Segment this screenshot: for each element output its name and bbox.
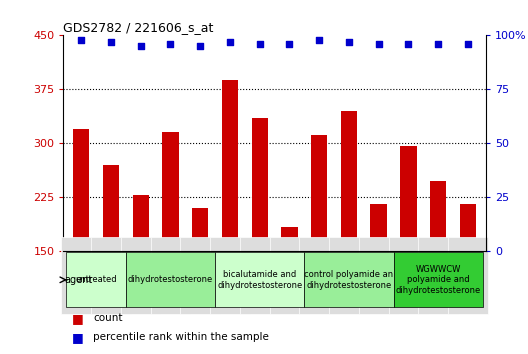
Text: GSM187372: GSM187372 [166,252,175,299]
Bar [67,252,126,307]
Bar [304,252,393,307]
Text: GSM187373: GSM187373 [196,252,205,299]
Bar [133,195,149,251]
Bar [311,135,327,251]
Point [256,41,264,47]
Bar [162,132,178,251]
Text: ■: ■ [72,331,83,344]
Text: GSM187371: GSM187371 [136,252,145,299]
Text: GSM187381: GSM187381 [433,252,442,298]
Bar [222,80,238,251]
Bar [192,208,209,251]
Text: WGWWCW
polyamide and
dihydrotestosterone: WGWWCW polyamide and dihydrotestosterone [395,265,481,295]
Bar [103,165,119,251]
Point [107,39,115,45]
Bar [393,252,483,307]
Bar [215,252,304,307]
Bar [73,129,89,251]
Text: GSM187382: GSM187382 [464,252,473,298]
Point [136,43,145,49]
Text: percentile rank within the sample: percentile rank within the sample [93,332,269,342]
Point [434,41,442,47]
Text: GSM187370: GSM187370 [107,252,116,299]
Text: agent: agent [64,275,92,285]
Point [77,37,86,42]
Bar [281,227,298,251]
Text: GSM187379: GSM187379 [374,252,383,299]
Text: GSM187378: GSM187378 [344,252,353,299]
Text: GDS2782 / 221606_s_at: GDS2782 / 221606_s_at [63,21,214,34]
Text: dihydrotestosterone: dihydrotestosterone [128,275,213,284]
Point [285,41,294,47]
Point [374,41,383,47]
Point [464,41,472,47]
Point [404,41,413,47]
Bar [341,111,357,251]
Text: count: count [93,313,122,323]
Bar [371,204,387,251]
Bar [460,204,476,251]
Point [345,39,353,45]
Text: GSM187377: GSM187377 [315,252,324,299]
Text: GSM187380: GSM187380 [404,252,413,299]
Text: control polyamide an
dihydrotestosterone: control polyamide an dihydrotestosterone [304,270,393,290]
Point [196,43,204,49]
Text: GSM187369: GSM187369 [77,252,86,299]
Bar [400,146,417,251]
Bar [126,252,215,307]
Text: GSM187374: GSM187374 [225,252,234,299]
Text: bicalutamide and
dihydrotestosterone: bicalutamide and dihydrotestosterone [217,270,303,290]
Point [166,41,175,47]
Point [315,37,324,42]
Text: GSM187375: GSM187375 [255,252,264,299]
Text: GSM187376: GSM187376 [285,252,294,299]
Point [225,39,234,45]
Text: untreated: untreated [76,275,117,284]
Bar [430,181,446,251]
Bar [251,118,268,251]
Text: ■: ■ [72,312,83,325]
